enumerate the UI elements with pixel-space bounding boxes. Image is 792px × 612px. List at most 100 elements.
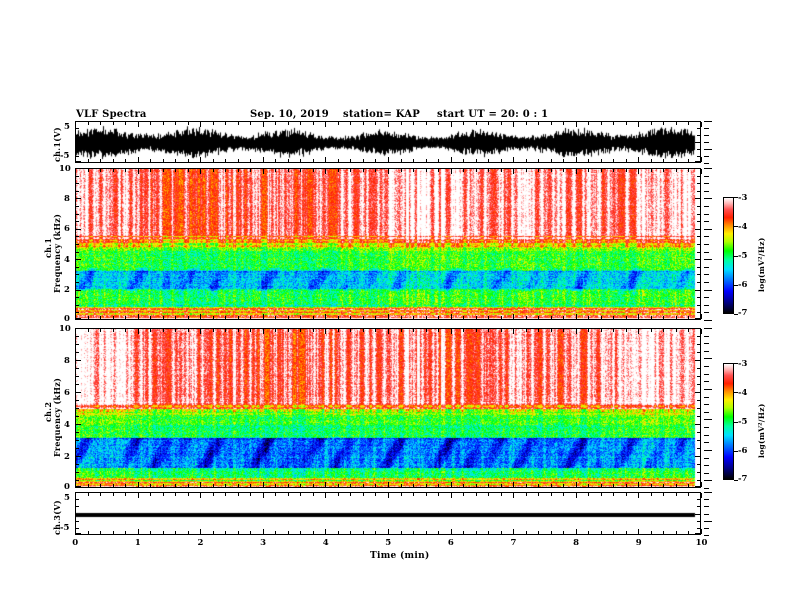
axis-tick: [350, 531, 351, 534]
axis-tick: [76, 156, 79, 157]
axis-tick: [463, 493, 464, 496]
axis-tick: [697, 448, 700, 449]
colorbar-ch1-tick-neg5: -5: [738, 251, 748, 261]
axis-tick: [438, 531, 439, 534]
axis-tick: [688, 316, 689, 319]
axis-tick: [263, 329, 264, 334]
ch1-ytick-neg5: -5: [60, 151, 70, 161]
axis-tick: [501, 316, 502, 319]
axis-tick: [526, 493, 527, 496]
axis-tick: [76, 392, 81, 393]
axis-tick: [213, 329, 214, 332]
axis-tick: [313, 122, 314, 125]
axis-tick: [663, 531, 664, 534]
axis-tick: [388, 157, 389, 162]
outer-axis-tick: [704, 419, 712, 420]
axis-tick: [463, 484, 464, 487]
axis-tick: [576, 122, 577, 127]
axis-tick: [225, 169, 226, 172]
axis-tick: [538, 484, 539, 487]
axis-tick: [588, 493, 589, 496]
axis-tick: [651, 493, 652, 496]
axis-tick: [188, 484, 189, 487]
axis-tick: [701, 122, 702, 127]
outer-axis-tick: [704, 528, 709, 529]
axis-tick: [651, 484, 652, 487]
axis-tick: [676, 169, 677, 172]
axis-tick: [200, 157, 201, 162]
axis-tick: [288, 329, 289, 332]
axis-tick: [76, 368, 79, 369]
axis-tick: [601, 531, 602, 534]
axis-tick: [697, 236, 700, 237]
axis-tick: [697, 176, 700, 177]
panel-ch1-spectrogram: [75, 168, 701, 320]
axis-tick: [76, 297, 79, 298]
axis-tick: [697, 336, 700, 337]
outer-axis-tick: [704, 163, 709, 164]
axis-tick: [576, 329, 577, 334]
panel-ch2-spectrogram: [75, 328, 701, 488]
axis-tick: [163, 531, 164, 534]
outer-axis-tick: [704, 252, 709, 253]
axis-tick: [613, 122, 614, 125]
axis-tick: [451, 314, 452, 319]
axis-tick: [601, 329, 602, 332]
outer-axis-tick: [704, 442, 709, 443]
colorbar-tick: [734, 363, 738, 364]
outer-axis-tick: [704, 290, 712, 291]
ch2-spectrogram-image: [76, 329, 700, 487]
axis-tick: [451, 169, 452, 174]
axis-tick: [138, 157, 139, 162]
axis-tick: [125, 484, 126, 487]
axis-tick: [426, 169, 427, 172]
axis-tick: [576, 493, 577, 498]
axis-tick: [300, 316, 301, 319]
axis-tick: [663, 316, 664, 319]
axis-tick: [697, 206, 700, 207]
axis-tick: [76, 121, 81, 122]
axis-tick: [488, 316, 489, 319]
axis-tick: [488, 122, 489, 125]
axis-tick: [125, 122, 126, 125]
x-axis-tick-label: 2: [197, 538, 204, 548]
axis-tick: [300, 169, 301, 172]
axis-tick: [438, 484, 439, 487]
axis-tick: [697, 376, 700, 377]
axis-tick: [338, 329, 339, 332]
axis-tick: [451, 122, 452, 127]
axis-tick: [150, 169, 151, 172]
axis-tick: [501, 169, 502, 172]
axis-tick: [300, 159, 301, 162]
axis-tick: [697, 352, 700, 353]
colorbar-tick: [734, 451, 738, 452]
axis-tick: [476, 493, 477, 496]
axis-tick: [638, 329, 639, 334]
axis-tick: [350, 484, 351, 487]
axis-tick: [388, 169, 389, 174]
panel-ch3-waveform: [75, 492, 701, 535]
axis-tick: [697, 244, 700, 245]
axis-tick: [513, 122, 514, 127]
axis-tick: [76, 229, 81, 230]
axis-tick: [75, 329, 76, 334]
axis-tick: [676, 329, 677, 332]
axis-tick: [313, 329, 314, 332]
axis-tick: [163, 122, 164, 125]
axis-tick: [626, 169, 627, 172]
axis-tick: [238, 159, 239, 162]
axis-tick: [75, 157, 76, 162]
axis-tick: [663, 329, 664, 332]
colorbar-tick: [734, 314, 738, 315]
axis-tick: [513, 169, 514, 174]
axis-tick: [76, 440, 79, 441]
axis-tick: [488, 531, 489, 534]
axis-tick: [413, 169, 414, 172]
axis-tick: [275, 169, 276, 172]
axis-tick: [526, 531, 527, 534]
ch2-spec-ytick-2: 2: [64, 452, 70, 462]
axis-tick: [313, 493, 314, 496]
axis-tick: [288, 159, 289, 162]
panel-ch1-waveform: [75, 121, 701, 163]
axis-tick: [113, 329, 114, 332]
